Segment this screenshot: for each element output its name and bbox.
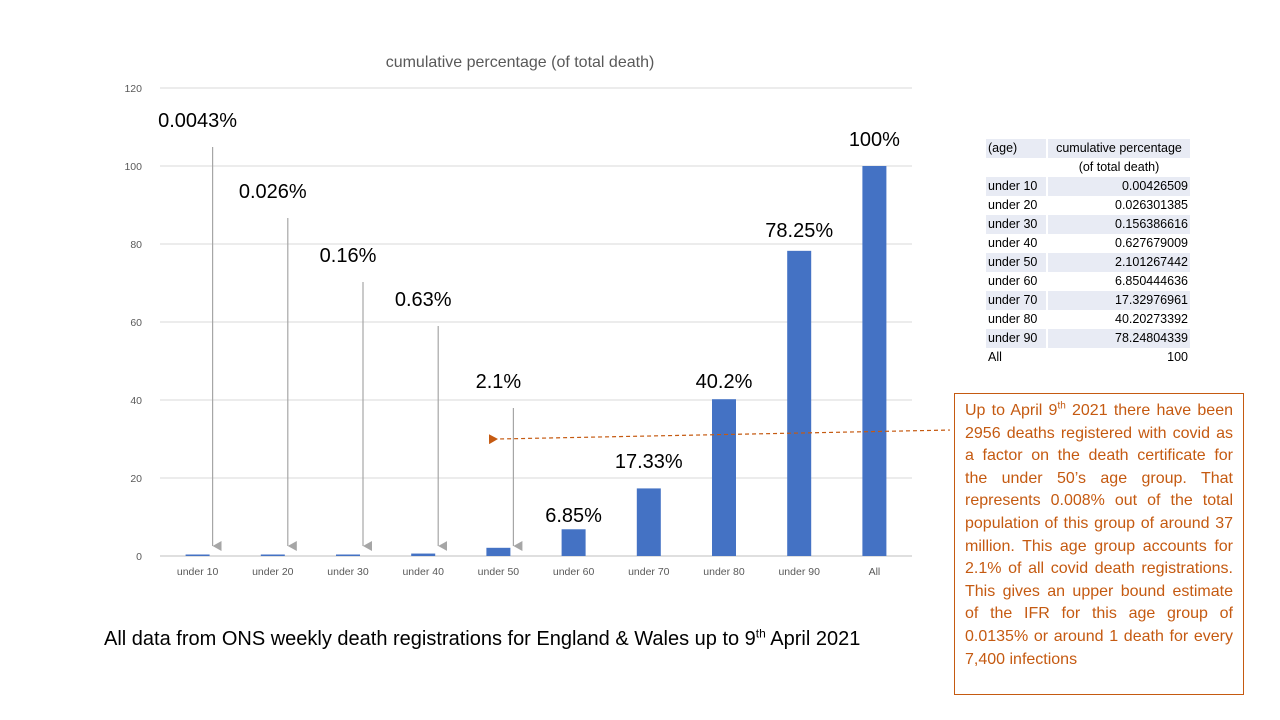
bar [862,166,887,556]
note-sup: th [1057,400,1066,412]
x-tick-label: under 10 [177,566,219,578]
table-cell-value: 0.026301385 [1047,196,1190,215]
table-cell-value: 2.101267442 [1047,253,1190,272]
data-label: 78.25% [765,220,833,242]
table-row: under 30 0.156386616 [986,215,1190,234]
data-label: 40.2% [696,371,753,393]
table-header-row: (age) cumulative percentage [986,139,1190,158]
x-tick-label: under 80 [703,566,745,578]
bar-chart: cumulative percentage (of total death) 0… [124,54,950,578]
table-cell-value: 40.20273392 [1047,310,1190,329]
y-tick-label: 100 [124,161,142,173]
table-cell-age: under 20 [986,196,1048,215]
table-row: under 60 6.850444636 [986,272,1190,291]
x-tick-label: under 50 [478,566,520,578]
table-row: under 80 40.20273392 [986,310,1190,329]
table-cell-value: 0.627679009 [1047,234,1190,253]
bar [336,554,360,556]
chart-title: cumulative percentage (of total death) [386,54,655,71]
table-row: under 20 0.026301385 [986,196,1190,215]
footer-text-1: All data from ONS weekly death registrat… [104,628,756,650]
bar [712,399,736,556]
bar [486,547,511,556]
table-cell-age: All [986,348,1048,367]
x-tick-label: under 30 [327,566,369,578]
y-tick-label: 40 [130,395,142,407]
x-tick-label: under 40 [402,566,444,578]
table-cell-age: under 40 [986,234,1048,253]
bar [411,553,436,556]
x-tick-label: under 70 [628,566,670,578]
bar [561,529,586,556]
data-label: 100% [849,129,900,151]
table-cell-age: under 30 [986,215,1048,234]
table-row: under 90 78.24804339 [986,329,1190,348]
footer-sup: th [755,626,766,641]
footer-text-2: April 2021 [765,628,861,650]
table-row: under 70 17.32976961 [986,291,1190,310]
table-cell-age: under 50 [986,253,1048,272]
table-cell-age: under 10 [986,177,1048,196]
x-tick-label: under 60 [553,566,595,578]
table-cell-age: under 80 [986,310,1048,329]
annotation-note: Up to April 9th 2021 there have been 295… [954,393,1244,695]
table-row: under 50 2.101267442 [986,253,1190,272]
data-label: 0.026% [239,181,307,203]
table-row: under 40 0.627679009 [986,234,1190,253]
header-value-line2: (of total death) [1047,158,1190,177]
data-label: 0.0043% [158,110,237,132]
note-text-2: 2021 there have been 2956 deaths registe… [965,402,1233,668]
note-pointer-arrow [488,429,950,445]
y-tick-label: 80 [130,239,142,251]
header-age: (age) [986,139,1048,158]
table-cell-value: 17.32976961 [1047,291,1190,310]
table-cell-value: 100 [1047,348,1190,367]
source-footer: All data from ONS weekly death registrat… [104,626,861,651]
data-label: 0.16% [320,245,377,267]
table-row: under 10 0.00426509 [986,177,1190,196]
table-cell-value: 0.156386616 [1047,215,1190,234]
table-cell-age: under 90 [986,329,1048,348]
y-tick-label: 120 [124,83,142,95]
table-cell-value: 78.24804339 [1047,329,1190,348]
bar [636,488,661,556]
x-tick-label: under 90 [778,566,820,578]
bar [787,250,812,556]
x-tick-label: All [869,566,881,578]
y-tick-label: 60 [130,317,142,329]
data-label: 2.1% [476,371,522,393]
y-tick-label: 20 [130,473,142,485]
bar [185,554,210,556]
data-label: 17.33% [615,451,683,473]
data-label: 0.63% [395,289,452,311]
data-table: (age) cumulative percentage (of total de… [986,139,1190,367]
data-label: 6.85% [545,505,602,527]
table-cell-age: under 60 [986,272,1048,291]
table-row: All 100 [986,348,1190,367]
table-cell-value: 0.00426509 [1047,177,1190,196]
header-value-line1: cumulative percentage [1047,139,1190,158]
table-header-row-2: (of total death) [986,158,1190,177]
table-cell-age: under 70 [986,291,1048,310]
x-tick-label: under 20 [252,566,294,578]
note-text-1: Up to April 9 [965,402,1058,419]
table-cell-value: 6.850444636 [1047,272,1190,291]
y-tick-label: 0 [136,551,142,563]
bar [260,554,285,556]
